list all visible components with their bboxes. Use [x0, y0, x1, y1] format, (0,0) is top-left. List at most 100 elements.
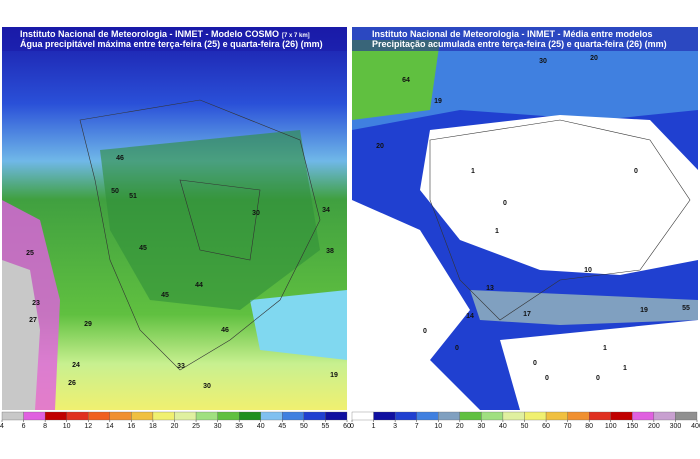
map-label: 26: [68, 380, 76, 387]
map-label: 0: [596, 375, 600, 382]
colorbar-label: 18: [149, 423, 157, 430]
colorbar-label: 70: [564, 423, 572, 430]
colorbar-label: 30: [214, 423, 222, 430]
colorbar-swatch: [351, 411, 374, 421]
colorbar-swatch: [195, 411, 218, 421]
colorbar-label: 3: [393, 423, 397, 430]
colorbar-label: 4: [0, 423, 4, 430]
colorbar-swatch: [152, 411, 175, 421]
right-map: [352, 27, 698, 410]
map-label: 0: [533, 360, 537, 367]
title-note: [7 x 7 km]: [282, 33, 310, 39]
colorbar-swatch: [23, 411, 46, 421]
colorbar-swatch: [589, 411, 611, 421]
map-label: 30: [539, 58, 547, 65]
map-label: 46: [116, 155, 124, 162]
map-label: 1: [623, 365, 627, 372]
colorbar-label: 60: [542, 423, 550, 430]
colorbar-swatch: [66, 411, 89, 421]
map-label: 0: [634, 168, 638, 175]
colorbar-label: 150: [626, 423, 638, 430]
colorbar-label: 1: [372, 423, 376, 430]
colorbar-label: 200: [648, 423, 660, 430]
colorbar-swatch: [109, 411, 132, 421]
colorbar-label: 20: [171, 423, 179, 430]
colorbar-label: 12: [84, 423, 92, 430]
colorbar-swatch: [653, 411, 676, 421]
colorbar-label: 100: [605, 423, 617, 430]
map-label: 0: [455, 345, 459, 352]
panel-title: Instituto Nacional de Meteorologia - INM…: [20, 29, 279, 39]
map-label: 0: [545, 375, 549, 382]
map-label: 45: [139, 245, 147, 252]
panel-title: Instituto Nacional de Meteorologia - INM…: [372, 29, 653, 39]
map-label: 30: [252, 210, 260, 217]
colorbar-swatch: [524, 411, 547, 421]
colorbar-swatch: [416, 411, 439, 421]
colorbar-swatch: [459, 411, 482, 421]
colorbar-label: 30: [477, 423, 485, 430]
map-label: 24: [72, 362, 80, 369]
colorbar-swatch: [632, 411, 655, 421]
colorbar-label: 50: [300, 423, 308, 430]
colorbar-label: 10: [63, 423, 71, 430]
colorbar-label: 14: [106, 423, 114, 430]
map-label: 17: [523, 311, 531, 318]
colorbar-swatch: [502, 411, 525, 421]
colorbar-label: 400: [691, 423, 700, 430]
colorbar-swatch: [44, 411, 67, 421]
colorbar-swatch: [481, 411, 504, 421]
colorbar-label: 60: [343, 423, 351, 430]
panel-subtitle: Precipitação acumulada entre terça-feira…: [372, 39, 667, 49]
map-label: 51: [129, 193, 137, 200]
colorbar-swatch: [438, 411, 460, 421]
panel-subtitle: Água precipitável máxima entre terça-fei…: [20, 39, 323, 49]
colorbar-swatch: [1, 411, 24, 421]
map-label: 34: [322, 207, 330, 214]
map-label: 19: [640, 307, 648, 314]
colorbar-label: 35: [235, 423, 243, 430]
colorbar-swatch: [174, 411, 197, 421]
left-map: [2, 27, 347, 410]
colorbar-label: 16: [127, 423, 135, 430]
colorbar-swatch: [373, 411, 396, 421]
map-label: 44: [195, 282, 203, 289]
map-label: 30: [203, 383, 211, 390]
map-label: 45: [161, 292, 169, 299]
map-label: 23: [32, 300, 40, 307]
map-label: 50: [111, 188, 119, 195]
colorbar-swatch: [282, 411, 305, 421]
map-label: 25: [26, 250, 34, 257]
colorbar-swatch: [325, 411, 348, 421]
map-label: 13: [486, 285, 494, 292]
map-label: 27: [29, 317, 37, 324]
map-label: 19: [330, 372, 338, 379]
map-label: 0: [423, 328, 427, 335]
map-label: 38: [326, 248, 334, 255]
colorbar-label: 25: [192, 423, 200, 430]
colorbar-label: 40: [257, 423, 265, 430]
colorbar-label: 0: [350, 423, 354, 430]
map-label: 0: [503, 200, 507, 207]
map-label: 10: [584, 267, 592, 274]
colorbar-swatch: [131, 411, 154, 421]
colorbar-swatch: [545, 411, 568, 421]
map-label: 1: [603, 345, 607, 352]
colorbar-swatch: [239, 411, 261, 421]
map-label: 20: [590, 55, 598, 62]
map-label: 19: [434, 98, 442, 105]
colorbar-label: 7: [415, 423, 419, 430]
colorbar-label: 50: [521, 423, 529, 430]
colorbar-swatch: [260, 411, 283, 421]
colorbar-label: 40: [499, 423, 507, 430]
map-label: 29: [84, 321, 92, 328]
colorbar-label: 80: [585, 423, 593, 430]
map-label: 33: [177, 363, 185, 370]
colorbar-swatch: [610, 411, 633, 421]
colorbar-label: 300: [670, 423, 682, 430]
colorbar-swatch: [675, 411, 698, 421]
map-label: 55: [682, 305, 690, 312]
colorbar-label: 55: [322, 423, 330, 430]
colorbar-swatch: [567, 411, 590, 421]
